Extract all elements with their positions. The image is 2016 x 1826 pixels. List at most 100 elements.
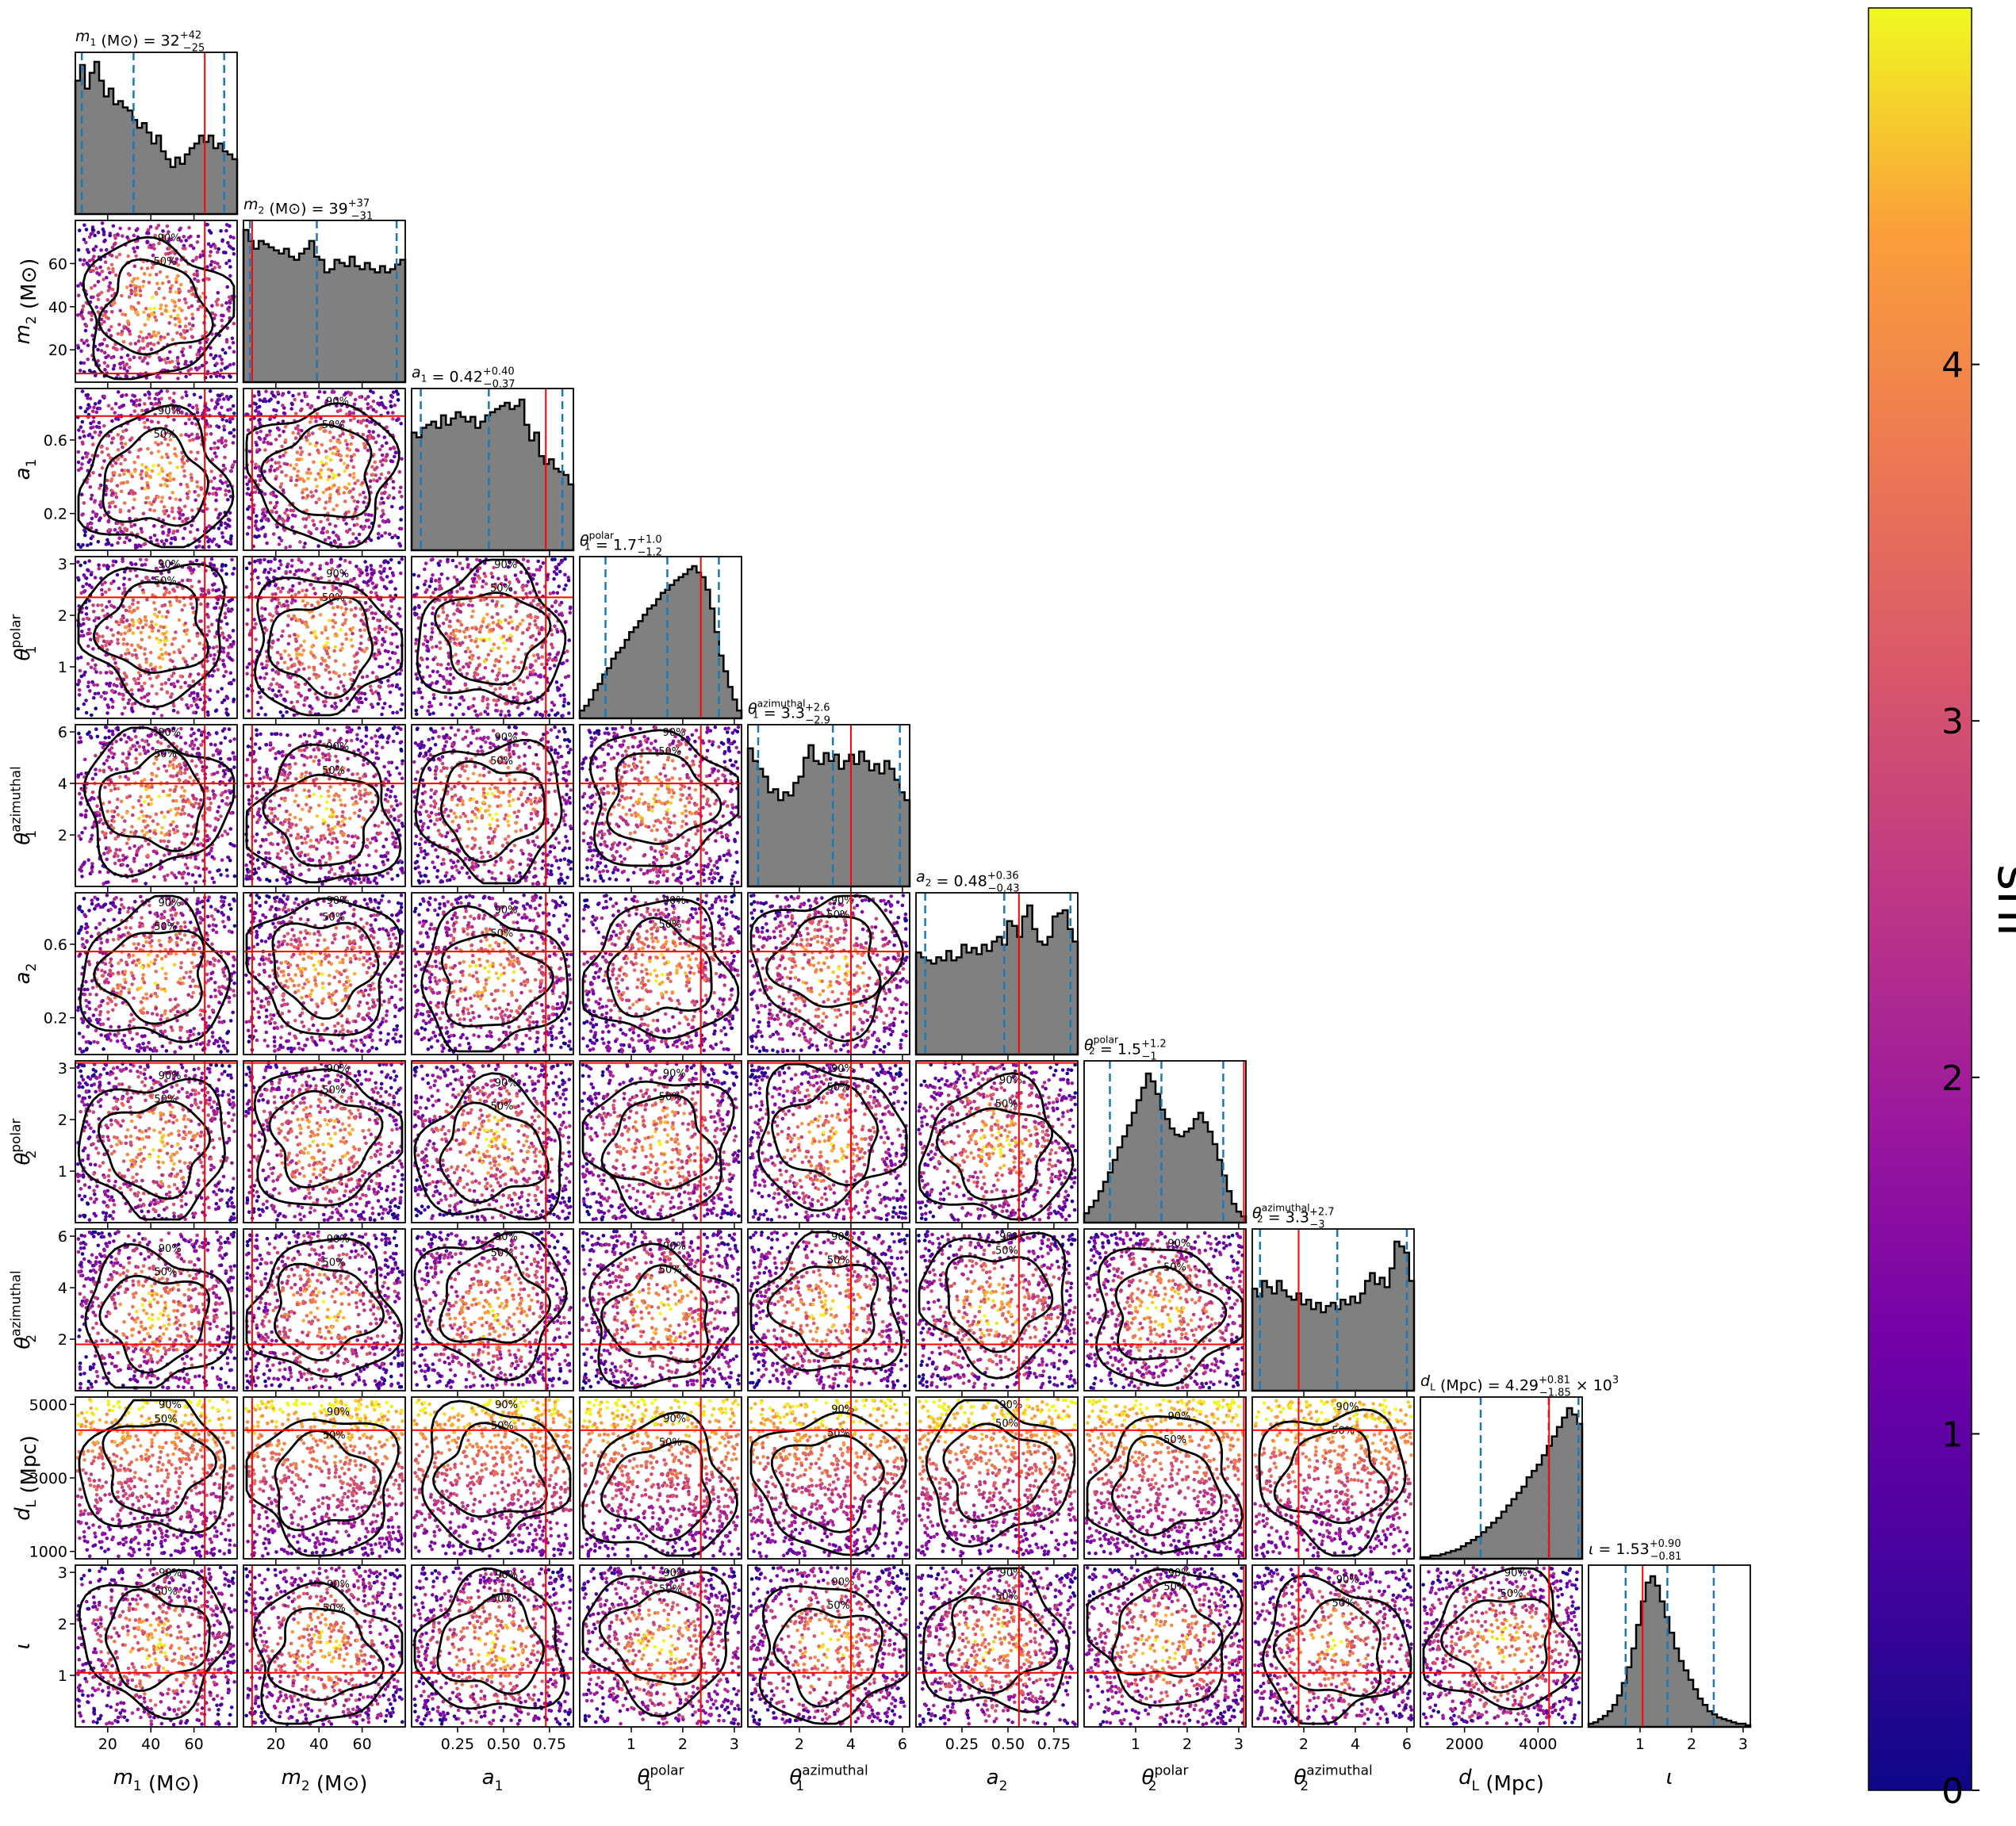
scatter-point [500, 655, 504, 659]
scatter-point [322, 491, 326, 495]
scatter-point [89, 426, 93, 430]
scatter-point [151, 684, 155, 688]
scatter-point [554, 610, 558, 614]
scatter-point [105, 682, 109, 686]
scatter-point [201, 686, 205, 690]
scatter-point [84, 241, 88, 245]
scatter-point [231, 572, 235, 576]
scatter-point [282, 412, 286, 415]
scatter-point [210, 557, 214, 561]
scatter-point [508, 687, 512, 691]
scatter-point [290, 403, 294, 407]
scatter-point [191, 316, 195, 320]
scatter-point [362, 500, 366, 504]
scatter-point [296, 474, 300, 478]
scatter-point [192, 711, 196, 715]
scatter-point [193, 392, 197, 396]
scatter-point [110, 464, 114, 468]
scatter-point [80, 831, 84, 835]
scatter-point [178, 291, 182, 295]
scatter-point [206, 626, 210, 630]
scatter-point [163, 879, 167, 882]
scatter-point [315, 484, 319, 488]
scatter-point [88, 259, 92, 263]
scatter-point [125, 480, 129, 484]
scatter-point [265, 672, 269, 676]
scatter-point [332, 436, 335, 440]
scatter-point [527, 626, 531, 630]
scatter-point [129, 524, 133, 528]
scatter-point [213, 829, 217, 833]
scatter-point [232, 428, 236, 432]
scatter-point [196, 411, 200, 415]
scatter-point [148, 508, 152, 512]
scatter-point [255, 450, 259, 454]
scatter-point [105, 858, 109, 862]
scatter-point [117, 859, 121, 863]
scatter-point [294, 670, 298, 674]
panel-3-1: 50%90% [243, 557, 405, 724]
scatter-point [107, 706, 111, 710]
scatter-point [196, 843, 200, 847]
scatter-point [124, 442, 128, 446]
scatter-point [163, 875, 167, 879]
scatter-point [493, 687, 497, 691]
scatter-point [105, 759, 109, 763]
scatter-point [562, 588, 566, 591]
scatter-point [118, 227, 122, 231]
scatter-point [211, 789, 215, 793]
scatter-point [293, 617, 297, 621]
scatter-point [226, 498, 230, 502]
panel-title-0: m1 (M⊙) = 32+42 −25 [75, 28, 205, 55]
scatter-point [227, 757, 231, 761]
scatter-point [217, 806, 221, 810]
scatter-point [114, 274, 118, 278]
scatter-point [228, 346, 232, 350]
scatter-point [431, 611, 435, 615]
scatter-point [254, 402, 258, 406]
scatter-point [224, 829, 228, 833]
scatter-point [374, 473, 378, 477]
scatter-point [179, 686, 183, 690]
scatter-point [431, 658, 435, 662]
scatter-point [275, 682, 279, 686]
scatter-point [445, 618, 449, 622]
scatter-point [344, 439, 348, 443]
scatter-point [490, 615, 494, 619]
scatter-point [91, 296, 95, 300]
scatter-point [77, 732, 81, 736]
scatter-point [385, 575, 389, 579]
scatter-point [105, 725, 109, 729]
scatter-point [91, 471, 95, 475]
scatter-point [147, 692, 151, 696]
scatter-point [401, 557, 404, 561]
scatter-point [191, 657, 195, 660]
scatter-point [128, 358, 132, 362]
scatter-point [119, 366, 123, 370]
contour-label-50%: 50% [154, 576, 177, 588]
scatter-point [92, 683, 96, 687]
scatter-point [283, 511, 287, 515]
scatter-point [301, 496, 305, 500]
scatter-point [151, 626, 155, 630]
scatter-point [142, 542, 146, 546]
scatter-point [267, 571, 271, 575]
scatter-point [278, 542, 282, 546]
scatter-point [375, 465, 379, 469]
scatter-point [168, 461, 172, 465]
scatter-point [304, 525, 308, 529]
scatter-point [125, 811, 129, 815]
scatter-point [449, 636, 453, 640]
scatter-point [215, 488, 219, 492]
contour-label-50%: 50% [322, 592, 345, 604]
scatter-point [102, 338, 106, 342]
scatter-point [181, 808, 185, 812]
scatter-point [229, 469, 233, 473]
scatter-point [220, 436, 224, 440]
scatter-point [157, 464, 161, 468]
scatter-point [93, 667, 97, 671]
scatter-point [316, 544, 320, 548]
scatter-point [157, 287, 161, 291]
scatter-point [280, 470, 284, 474]
scatter-point [220, 239, 224, 243]
